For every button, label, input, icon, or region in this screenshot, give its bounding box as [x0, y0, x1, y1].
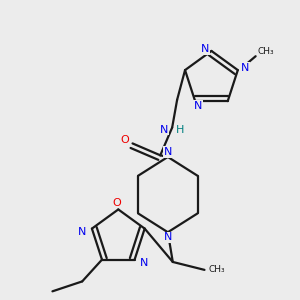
Text: CH₃: CH₃	[208, 266, 225, 274]
Text: N: N	[201, 44, 210, 54]
Text: N: N	[164, 232, 172, 242]
Text: N: N	[78, 226, 86, 237]
Text: H: H	[176, 124, 184, 134]
Text: CH₃: CH₃	[257, 47, 274, 56]
Text: N: N	[241, 63, 249, 73]
Text: O: O	[112, 197, 121, 208]
Text: O: O	[120, 135, 129, 146]
Text: N: N	[194, 101, 202, 111]
Text: N: N	[140, 258, 149, 268]
Text: N: N	[160, 124, 168, 134]
Text: N: N	[164, 147, 172, 157]
